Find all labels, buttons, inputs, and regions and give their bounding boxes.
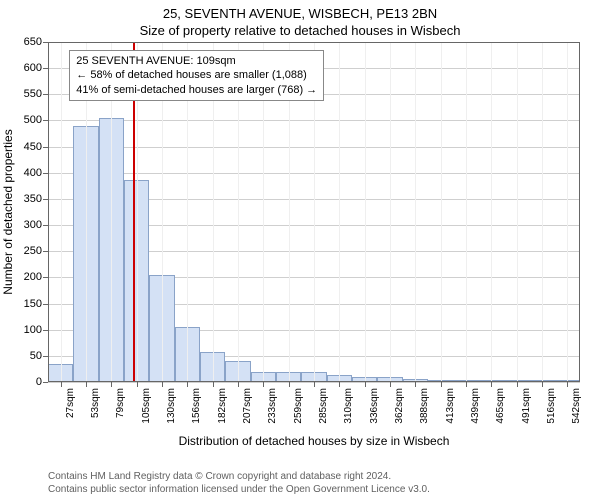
x-tick-mark [61,382,62,387]
y-tick-mark [43,120,48,121]
gridline-v [415,42,416,382]
y-tick-label: 500 [24,114,42,126]
y-tick-mark [43,382,48,383]
x-tick-label: 516sqm [546,388,557,424]
y-tick-label: 400 [24,167,42,179]
gridline-v [61,42,62,382]
y-tick-mark [43,42,48,43]
gridline-v [441,42,442,382]
x-tick-label: 336sqm [369,388,380,424]
y-tick-label: 250 [24,245,42,257]
y-tick-mark [43,94,48,95]
annotation-line-1: 25 SEVENTH AVENUE: 109sqm [76,54,317,68]
y-tick-mark [43,277,48,278]
annotation-box: 25 SEVENTH AVENUE: 109sqm← 58% of detach… [69,50,324,101]
x-tick-label: 79sqm [115,388,126,418]
x-tick-mark [542,382,543,387]
y-tick-label: 350 [24,193,42,205]
x-tick-mark [238,382,239,387]
x-tick-label: 105sqm [141,388,152,424]
y-tick-mark [43,304,48,305]
x-tick-mark [187,382,188,387]
y-tick-mark [43,330,48,331]
gridline-v [339,42,340,382]
annotation-line-2: ← 58% of detached houses are smaller (1,… [76,68,317,82]
x-tick-label: 465sqm [495,388,506,424]
x-tick-mark [517,382,518,387]
x-tick-label: 182sqm [217,388,228,424]
y-tick-mark [43,225,48,226]
footer-attribution: Contains HM Land Registry data © Crown c… [48,470,430,496]
y-tick-label: 550 [24,88,42,100]
x-tick-mark [365,382,366,387]
x-tick-mark [263,382,264,387]
y-tick-mark [43,251,48,252]
x-tick-mark [567,382,568,387]
x-tick-label: 491sqm [521,388,532,424]
x-tick-mark [415,382,416,387]
y-tick-mark [43,173,48,174]
x-tick-mark [466,382,467,387]
gridline-v [390,42,391,382]
annotation-line-3: 41% of semi-detached houses are larger (… [76,83,317,97]
gridline-v [567,42,568,382]
y-tick-mark [43,199,48,200]
y-tick-label: 100 [24,324,42,336]
x-tick-label: 310sqm [343,388,354,424]
x-tick-mark [111,382,112,387]
chart-title-main: 25, SEVENTH AVENUE, WISBECH, PE13 2BN [0,6,600,21]
x-tick-mark [162,382,163,387]
x-tick-label: 156sqm [191,388,202,424]
y-tick-mark [43,147,48,148]
x-tick-mark [491,382,492,387]
y-tick-label: 150 [24,298,42,310]
x-tick-label: 207sqm [242,388,253,424]
x-tick-mark [314,382,315,387]
chart-plot-area: 25 SEVENTH AVENUE: 109sqm← 58% of detach… [48,42,580,382]
y-tick-label: 0 [36,376,42,388]
chart-title-sub: Size of property relative to detached ho… [0,23,600,38]
x-tick-label: 27sqm [65,388,76,418]
x-tick-mark [213,382,214,387]
gridline-v [466,42,467,382]
y-tick-label: 200 [24,271,42,283]
x-tick-label: 285sqm [318,388,329,424]
y-tick-label: 50 [30,350,42,362]
x-tick-label: 130sqm [166,388,177,424]
x-tick-label: 362sqm [394,388,405,424]
y-tick-mark [43,356,48,357]
x-tick-mark [289,382,290,387]
x-tick-mark [86,382,87,387]
x-tick-label: 388sqm [419,388,430,424]
gridline-v [517,42,518,382]
x-tick-label: 259sqm [293,388,304,424]
y-tick-label: 450 [24,141,42,153]
footer-line-1: Contains HM Land Registry data © Crown c… [48,470,430,483]
x-tick-mark [441,382,442,387]
x-tick-mark [137,382,138,387]
x-tick-label: 53sqm [90,388,101,418]
gridline-v [365,42,366,382]
y-tick-mark [43,68,48,69]
y-tick-label: 600 [24,62,42,74]
x-tick-label: 413sqm [445,388,456,424]
footer-line-2: Contains public sector information licen… [48,483,430,496]
gridline-v [542,42,543,382]
x-tick-label: 542sqm [571,388,582,424]
x-axis-label: Distribution of detached houses by size … [48,434,580,448]
y-axis-label: Number of detached properties [1,129,15,294]
x-tick-label: 439sqm [470,388,481,424]
x-tick-mark [390,382,391,387]
x-tick-label: 233sqm [267,388,278,424]
y-tick-label: 300 [24,219,42,231]
gridline-v [491,42,492,382]
y-tick-label: 650 [24,36,42,48]
x-tick-mark [339,382,340,387]
